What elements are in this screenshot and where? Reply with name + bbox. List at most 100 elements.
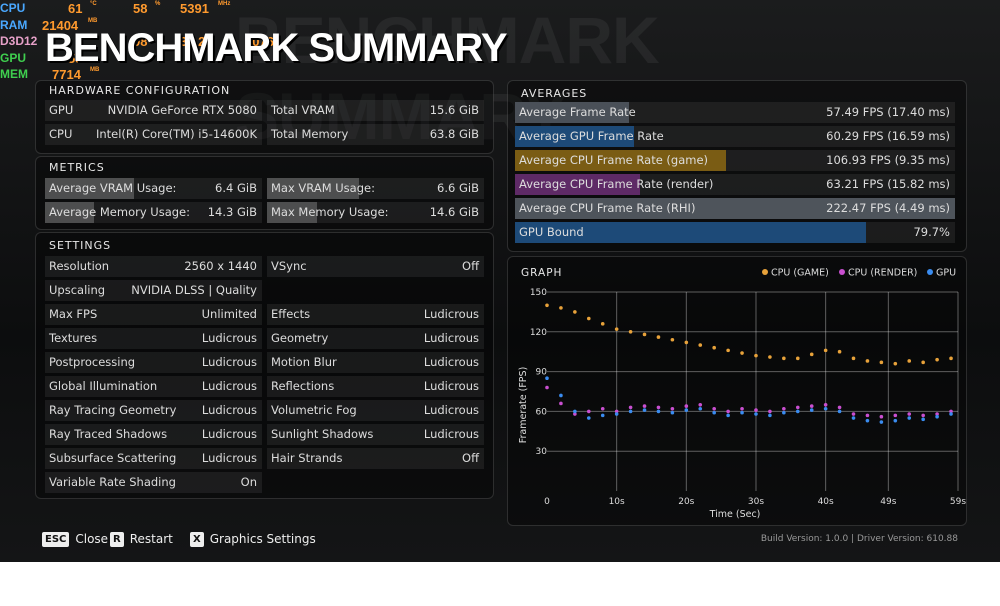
graph-heading: GRAPH: [521, 267, 562, 279]
cell-value: Ludicrous: [423, 427, 479, 441]
legend-swatch: [927, 269, 933, 275]
data-point: [642, 404, 647, 408]
average-bar: [515, 102, 629, 123]
overlay-label: D3D12: [0, 34, 38, 48]
row-cell: Variable Rate Shading On: [45, 472, 262, 493]
cell-label: Geometry: [271, 331, 329, 345]
data-point: [712, 345, 716, 350]
overlay-unit: °C: [90, 1, 97, 7]
section-heading: METRICS: [49, 161, 105, 174]
data-point: [809, 408, 814, 412]
button-label: Close: [75, 532, 109, 546]
cell-value: Ludicrous: [201, 451, 257, 465]
average-value: 60.29 FPS (16.59 ms): [826, 129, 950, 143]
data-point: [670, 337, 675, 342]
cell-label: VSync: [271, 259, 307, 273]
metrics-panel: [35, 156, 494, 230]
cell-label: Reflections: [271, 379, 335, 393]
data-point: [893, 413, 898, 418]
cell-label: Sunlight Shadows: [271, 427, 374, 441]
data-point: [935, 357, 939, 362]
overlay-unit: MB: [88, 17, 98, 24]
data-point: [586, 416, 591, 420]
row-cell: CPU Intel(R) Core(TM) i5-14600K: [45, 124, 262, 145]
average-bar: [515, 174, 641, 195]
key-cap: R: [110, 531, 124, 547]
row-cell: Average VRAM Usage: 6.4 GiB: [45, 178, 262, 199]
data-point: [865, 359, 870, 363]
data-point: [865, 413, 870, 418]
cell-value: Ludicrous: [423, 379, 479, 393]
data-point: [600, 413, 605, 418]
data-point: [851, 356, 856, 361]
button-label: Graphics Settings: [209, 532, 316, 546]
data-point: [851, 412, 856, 416]
cell-label: Total VRAM: [271, 103, 335, 117]
footer-button[interactable]: R Restart: [110, 529, 173, 549]
cell-value: 15.6 GiB: [429, 103, 479, 117]
row-cell: Total VRAM 15.6 GiB: [267, 100, 484, 121]
data-point: [865, 418, 870, 423]
average-label: Average CPU Frame Rate (game): [519, 153, 709, 167]
data-point: [935, 412, 939, 416]
data-point: [642, 332, 647, 337]
data-point: [642, 408, 647, 412]
row-cell: Sunlight Shadows Ludicrous: [267, 424, 484, 445]
overlay-unit: %: [155, 1, 161, 7]
cell-value: 14.3 GiB: [207, 205, 257, 219]
average-value: 57.49 FPS (17.40 ms): [826, 105, 950, 119]
data-point: [545, 385, 549, 390]
y-axis-label: Framerate (FPS): [518, 367, 529, 444]
overlay-value: 98: [133, 34, 148, 49]
content: HARDWARE CONFIGURATION GPU NVIDIA GeForce …: [42, 84, 958, 549]
overlay-label: RAM: [0, 17, 28, 32]
footer-button[interactable]: X Graphics Settings: [190, 529, 316, 549]
average-row: Average Frame Rate 57.49 FPS (17.40 ms): [515, 102, 955, 123]
data-point: [782, 410, 786, 415]
cell-label: Subsurface Scattering: [49, 451, 177, 465]
cell-value: Ludicrous: [423, 307, 479, 321]
row-cell: Hair Strands Off: [267, 448, 484, 469]
data-point: [559, 306, 563, 310]
cell-value: Unlimited: [201, 307, 257, 321]
row-cell: Max Memory Usage: 14.6 GiB: [267, 202, 484, 223]
cell-label: Max VRAM Usage:: [271, 181, 375, 195]
y-tick-label: 150: [530, 288, 547, 298]
data-point: [684, 408, 689, 412]
cell-value: Ludicrous: [201, 403, 257, 417]
cell-label: Upscaling: [49, 283, 106, 297]
data-point: [921, 360, 925, 365]
data-point: [795, 356, 800, 361]
cell-value: Ludicrous: [423, 403, 479, 417]
row-cell: Motion Blur Ludicrous: [267, 352, 484, 373]
overlay-label: MEM: [0, 67, 28, 81]
overlay-value: 30.22: [180, 34, 213, 49]
x-tick-label: 30s: [748, 497, 764, 507]
build-info: Build Version: 1.0.0 | Driver Version: 6…: [760, 534, 958, 544]
average-bar: [515, 222, 866, 243]
usage-bar: [45, 178, 135, 199]
data-point: [545, 376, 549, 381]
row-cell: Ray Tracing Geometry Ludicrous: [45, 400, 262, 421]
y-tick-label: 30: [536, 447, 548, 457]
data-point: [782, 406, 786, 411]
average-label: Average CPU Frame Rate (render): [519, 177, 714, 191]
benchmark-screen: BENCHMARK SUMMARY CPU 61 °C 58% 5391 MHz RAM 21…: [0, 0, 1000, 562]
row-cell: Max VRAM Usage: 6.6 GiB: [267, 178, 484, 199]
cell-value: Ludicrous: [201, 355, 257, 369]
key-cap: ESC: [42, 531, 70, 547]
data-point: [726, 348, 730, 353]
data-point: [740, 351, 744, 355]
cell-value: 2560 x 1440: [184, 259, 257, 273]
row-cell: Geometry Ludicrous: [267, 328, 484, 349]
cell-label: Volumetric Fog: [271, 403, 357, 417]
cell-value: 14.6 GiB: [429, 205, 479, 219]
data-point: [921, 413, 925, 418]
cell-label: Effects: [271, 307, 311, 321]
settings-panel: [35, 232, 494, 499]
footer-button[interactable]: ESC Close: [42, 529, 108, 549]
overlay-value: 55: [68, 50, 83, 66]
data-point: [698, 406, 703, 411]
overlay-value: 5391: [180, 1, 209, 16]
row-cell: Postprocessing Ludicrous: [45, 352, 262, 373]
